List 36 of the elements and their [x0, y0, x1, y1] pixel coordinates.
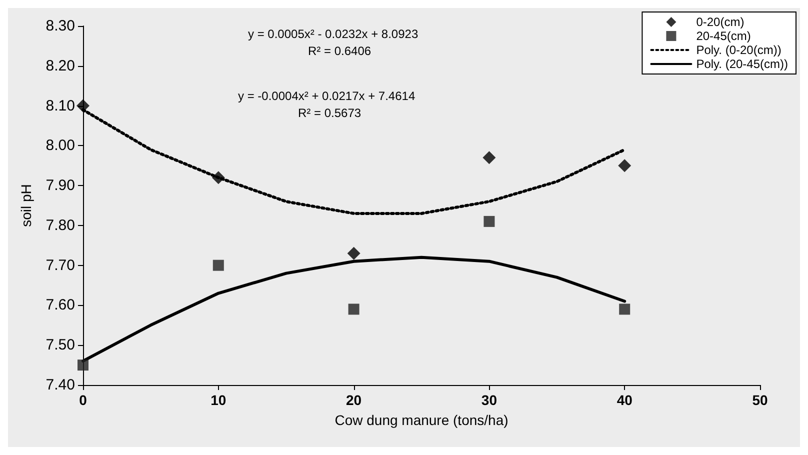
point — [347, 246, 360, 260]
y-tick-label: 7.90 — [46, 177, 75, 194]
y-tick-label: 8.20 — [46, 57, 75, 74]
point — [212, 260, 224, 271]
point — [78, 360, 88, 371]
y-tick-label: 7.40 — [46, 376, 75, 394]
point — [76, 99, 90, 112]
x-tick-label: 10 — [210, 392, 226, 408]
annotation: y = 0.0005x² - 0.0232x + 8.0923 — [248, 27, 418, 41]
x-tick-label: 30 — [481, 392, 498, 408]
x-axis-title: Cow dung manure (tons/ha) — [334, 412, 508, 428]
legend-label: Poly. (20-45(cm)) — [696, 57, 788, 71]
annotation: R² = 0.5673 — [298, 106, 362, 120]
x-tick-label: 20 — [346, 392, 362, 408]
point — [482, 151, 496, 164]
y-tick-label: 7.80 — [46, 216, 75, 234]
y-axis-title: soil pH — [18, 184, 34, 227]
annotation: R² = 0.6406 — [308, 44, 372, 58]
x-tick-label: 50 — [752, 392, 768, 408]
y-tick-label: 8.10 — [46, 97, 75, 114]
annotation: y = -0.0004x² + 0.0217x + 7.4614 — [238, 89, 416, 103]
point — [484, 216, 495, 227]
y-tick-label: 8.30 — [46, 18, 75, 34]
legend-label: 0-20(cm) — [696, 15, 744, 29]
y-tick-label: 8.00 — [46, 137, 75, 154]
x-tick-label: 0 — [79, 392, 88, 408]
y-tick-label: 7.60 — [46, 296, 75, 314]
point — [212, 171, 225, 184]
point — [348, 304, 360, 315]
point — [618, 159, 632, 172]
x-tick-label: 40 — [616, 392, 633, 408]
y-tick-label: 7.50 — [46, 336, 75, 354]
legend-label: 20-45(cm) — [696, 29, 751, 43]
y-tick-label: 7.70 — [46, 256, 75, 274]
legend-label: Poly. (0-20(cm)) — [696, 43, 782, 57]
point — [619, 304, 630, 315]
